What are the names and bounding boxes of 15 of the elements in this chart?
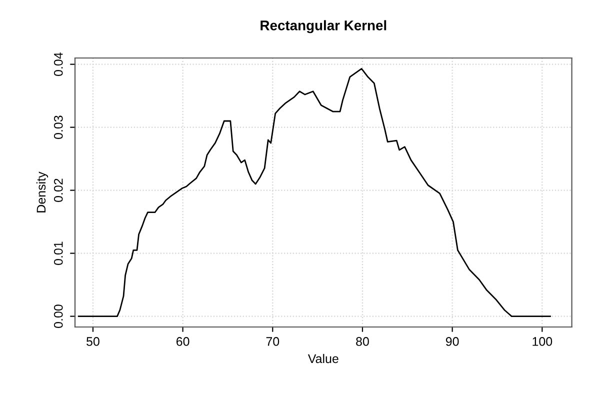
x-tick-label: 60	[176, 337, 190, 346]
y-axis-title: Density	[36, 172, 48, 212]
x-tick-label: 90	[446, 337, 459, 346]
line-series	[78, 68, 551, 317]
y-tick-label: 0.00	[54, 304, 63, 328]
y-tick-label: 0.03	[54, 116, 63, 139]
x-axis-title: Value	[308, 354, 338, 364]
y-tick-label: 0.04	[54, 52, 63, 76]
chart-title: Rectangular Kernel	[260, 20, 386, 34]
x-tick-label: 100	[532, 337, 552, 346]
y-tick-label: 0.01	[54, 242, 63, 265]
x-tick-label: 70	[266, 337, 280, 346]
x-tick-label: 50	[86, 337, 100, 346]
x-tick-label: 80	[356, 337, 369, 346]
y-tick-label: 0.02	[54, 178, 63, 202]
